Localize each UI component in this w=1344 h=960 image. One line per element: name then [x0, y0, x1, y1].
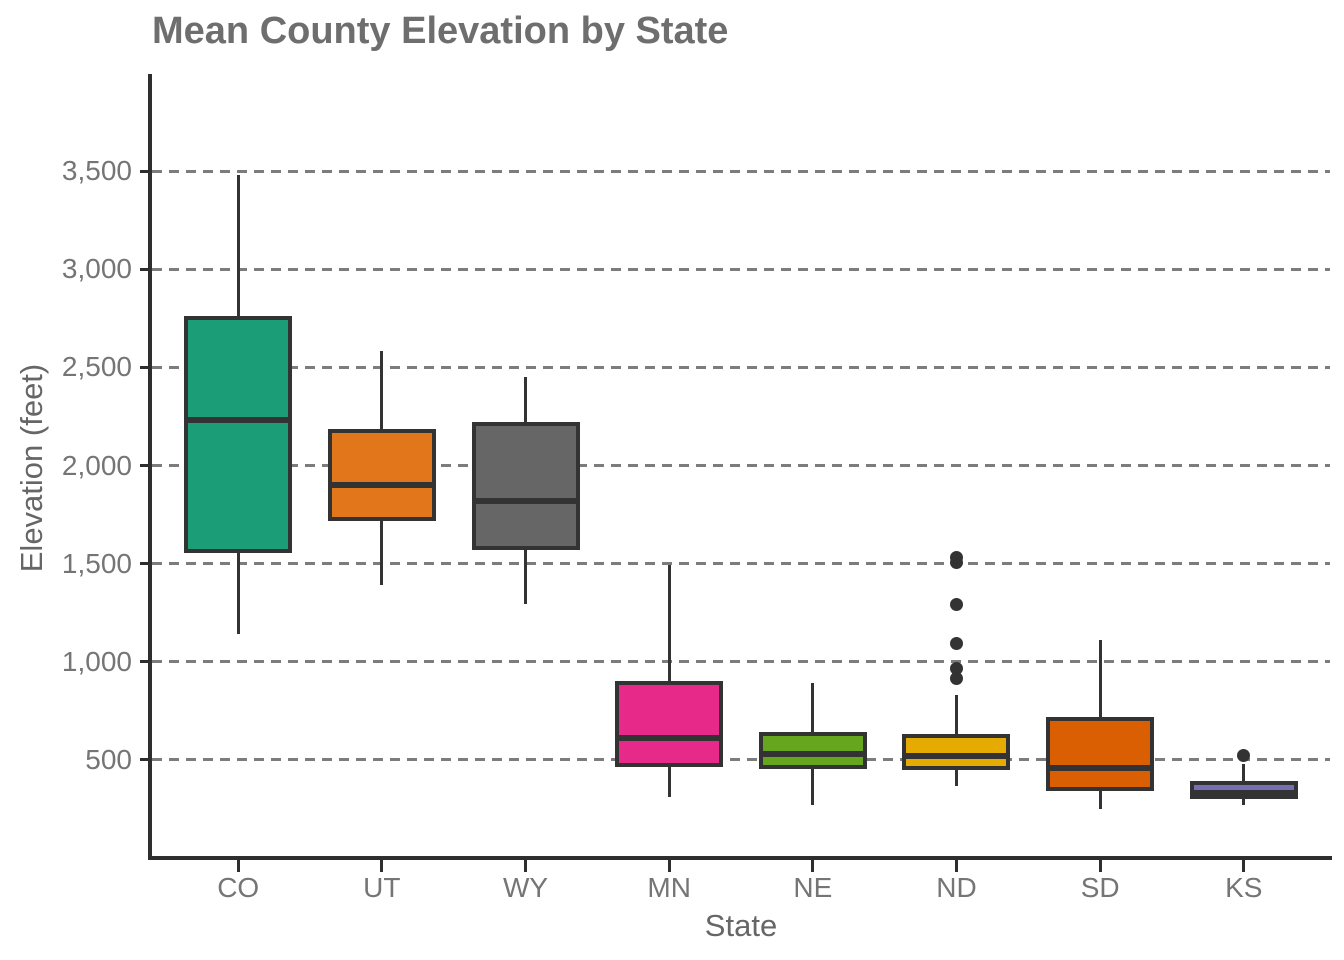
x-axis-title: State	[704, 908, 778, 943]
whisker-MN	[667, 564, 671, 798]
median-KS	[1193, 790, 1294, 797]
box-ND	[902, 734, 1011, 770]
y-tick-label: 1,000	[61, 645, 132, 677]
x-tick-label: WY	[502, 872, 549, 903]
box-CO	[184, 316, 293, 553]
x-tick-mark	[1242, 860, 1246, 872]
median-CO	[188, 417, 289, 424]
gridline-500	[152, 758, 1330, 762]
box-MN	[615, 681, 724, 767]
median-SD	[1050, 764, 1151, 771]
box-UT	[327, 429, 436, 522]
x-tick-label: UT	[363, 872, 401, 903]
gridline-3000	[152, 267, 1330, 271]
y-tick-label: 1,500	[61, 547, 132, 579]
y-tick-mark	[140, 562, 152, 566]
gridline-1500	[152, 562, 1330, 566]
y-tick-label: 3,000	[61, 253, 132, 285]
box-SD	[1046, 716, 1155, 792]
median-MN	[619, 735, 720, 742]
x-tick-label: SD	[1080, 872, 1120, 903]
outlier-ND	[949, 671, 963, 685]
y-tick-mark	[140, 660, 152, 664]
x-tick-mark	[1098, 860, 1102, 872]
median-UT	[331, 482, 432, 489]
y-axis-line	[148, 74, 152, 860]
box-WY	[471, 422, 580, 550]
y-tick-label: 2,000	[61, 449, 132, 481]
y-tick-mark	[140, 464, 152, 468]
x-tick-label: MN	[647, 872, 691, 903]
gridline-1000	[152, 660, 1330, 664]
y-tick-mark	[140, 758, 152, 762]
gridline-3500	[152, 169, 1330, 173]
outlier-ND	[949, 551, 963, 565]
y-tick-mark	[140, 267, 152, 271]
outlier-KS	[1237, 749, 1251, 763]
x-tick-label: CO	[217, 872, 260, 903]
x-tick-mark	[380, 860, 384, 872]
gridline-2000	[152, 464, 1330, 468]
y-tick-label: 2,500	[61, 351, 132, 383]
outlier-ND	[949, 662, 963, 676]
median-WY	[475, 497, 576, 504]
gridline-2500	[152, 365, 1330, 369]
median-NE	[762, 750, 863, 757]
chart-title: Mean County Elevation by State	[152, 10, 729, 52]
box-NE	[758, 732, 867, 769]
y-tick-label: 3,500	[61, 155, 132, 187]
median-ND	[906, 752, 1007, 759]
x-tick-mark	[954, 860, 958, 872]
x-tick-label: KS	[1225, 872, 1263, 903]
y-tick-mark	[140, 169, 152, 173]
x-tick-label: NE	[793, 872, 833, 903]
outlier-ND	[949, 636, 963, 650]
x-tick-mark	[236, 860, 240, 872]
y-tick-mark	[140, 365, 152, 369]
x-axis-line	[148, 856, 1332, 860]
x-tick-mark	[524, 860, 527, 872]
x-tick-mark	[667, 860, 671, 872]
x-tick-mark	[811, 860, 815, 872]
outlier-ND	[949, 598, 963, 612]
y-tick-label: 500	[85, 743, 132, 775]
x-tick-label: ND	[936, 872, 977, 903]
